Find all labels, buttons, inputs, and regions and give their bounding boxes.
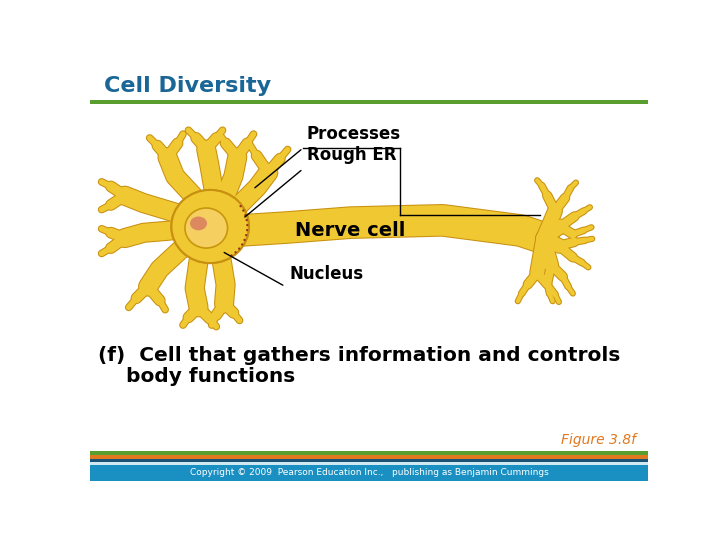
Bar	[90, 462, 648, 465]
Ellipse shape	[241, 244, 243, 246]
Text: Nerve cell: Nerve cell	[295, 221, 406, 240]
Ellipse shape	[171, 190, 249, 263]
Ellipse shape	[240, 205, 242, 207]
Text: body functions: body functions	[127, 367, 296, 386]
Bar	[90, 465, 648, 481]
Ellipse shape	[246, 229, 248, 231]
Text: Figure 3.8f: Figure 3.8f	[562, 433, 636, 447]
Ellipse shape	[246, 219, 248, 221]
Text: Copyright © 2009  Pearson Education Inc.,   publishing as Benjamin Cummings: Copyright © 2009 Pearson Education Inc.,…	[189, 468, 549, 477]
Ellipse shape	[242, 210, 245, 212]
Text: Rough ER: Rough ER	[307, 146, 397, 164]
Ellipse shape	[243, 239, 246, 241]
Text: (f)  Cell that gathers information and controls: (f) Cell that gathers information and co…	[98, 346, 620, 365]
Ellipse shape	[235, 251, 237, 253]
Ellipse shape	[245, 234, 248, 237]
Bar	[90, 455, 648, 459]
Text: Cell Diversity: Cell Diversity	[104, 76, 271, 96]
Ellipse shape	[244, 214, 246, 217]
Ellipse shape	[230, 254, 233, 256]
Ellipse shape	[246, 224, 248, 226]
Text: Processes: Processes	[307, 125, 401, 143]
Bar	[90, 451, 648, 455]
Ellipse shape	[185, 208, 228, 248]
Ellipse shape	[190, 217, 207, 231]
Ellipse shape	[171, 190, 249, 263]
Ellipse shape	[238, 247, 240, 250]
Bar	[90, 100, 648, 104]
Text: Nucleus: Nucleus	[289, 265, 364, 283]
Bar	[90, 459, 648, 462]
